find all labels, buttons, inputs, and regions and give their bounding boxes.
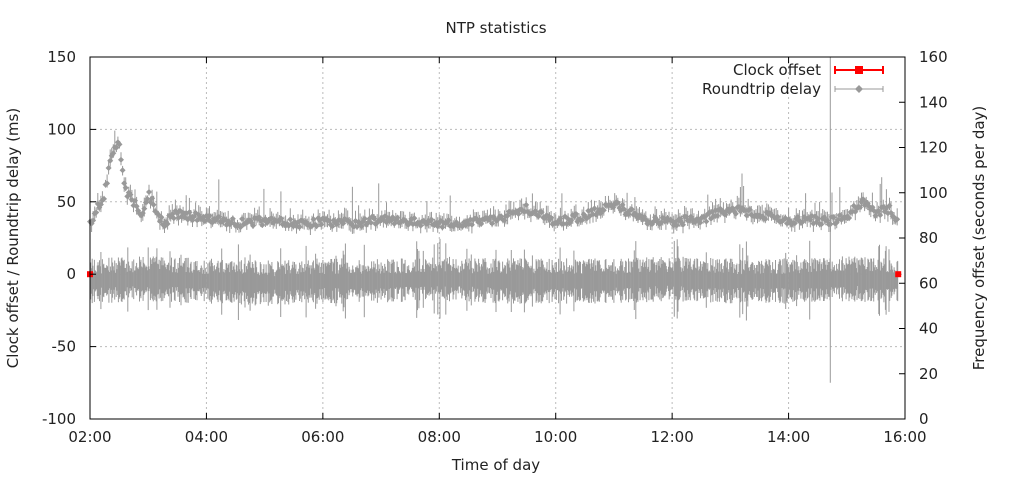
roundtrip-delay-point (144, 196, 151, 202)
x-tick-label: 06:00 (301, 428, 344, 446)
y-tick-label-right: 20 (919, 365, 938, 383)
roundtrip-delay-point (116, 141, 123, 148)
roundtrip-delay-point (239, 215, 246, 222)
x-axis-label: Time of day (451, 456, 540, 474)
y-tick-label-right: 60 (919, 274, 938, 292)
roundtrip-delay-point (579, 217, 586, 224)
y-tick-label-right: 0 (919, 410, 929, 428)
roundtrip-delay-point (164, 220, 171, 227)
roundtrip-delay-point (122, 184, 129, 191)
grid (90, 57, 905, 419)
roundtrip-delay-point (93, 209, 100, 216)
roundtrip-delay-point (411, 215, 418, 222)
roundtrip-delay-point (361, 215, 368, 222)
y-tick-label-right: 140 (919, 93, 948, 111)
roundtrip-delay-point (732, 210, 739, 217)
clock-offset-point (895, 271, 902, 278)
roundtrip-delay-point (259, 222, 266, 228)
x-tick-label: 12:00 (651, 428, 694, 446)
y-axis-label-left: Clock offset / Roundtrip delay (ms) (4, 108, 22, 368)
y-tick-label-left: 150 (47, 48, 76, 66)
y-tick-label-right: 160 (919, 48, 948, 66)
y-tick-label-right: 40 (919, 320, 938, 338)
roundtrip-delay-point (523, 201, 530, 208)
roundtrip-delay-point (591, 205, 598, 212)
ticks: 02:00 04:00 06:00 08:00 10:00 12:00 14:00 16:00… (42, 48, 948, 446)
y-tick-label-right: 120 (919, 139, 948, 157)
y-tick-label-left: -100 (42, 410, 76, 428)
roundtrip-delay-point (877, 212, 884, 219)
roundtrip-delay-point (141, 205, 148, 212)
y-tick-label-left: -50 (52, 338, 77, 356)
roundtrip-delay-point (680, 221, 686, 228)
roundtrip-delay-point (118, 156, 124, 163)
roundtrip-delay-point (703, 218, 710, 225)
legend-label-roundtrip-delay: Roundtrip delay (702, 80, 821, 98)
x-tick-label: 14:00 (767, 428, 810, 446)
y-axis-label-right: Frequency offset (seconds per day) (970, 106, 988, 371)
y-tick-label-right: 80 (919, 229, 938, 247)
roundtrip-delay-point (894, 216, 901, 223)
roundtrip-delay-point (119, 167, 126, 174)
x-tick-label: 08:00 (418, 428, 461, 446)
roundtrip-delay-point (600, 207, 607, 214)
roundtrip-delay-point (170, 215, 177, 222)
plot-frame (89, 56, 906, 420)
x-tick-label: 16:00 (883, 428, 926, 446)
legend-label-clock-offset: Clock offset (733, 61, 821, 79)
data-marks (87, 57, 902, 383)
roundtrip-delay-point (146, 189, 152, 195)
roundtrip-delay-point (104, 180, 111, 187)
chart-title: NTP statistics (445, 19, 546, 37)
x-tick-label: 04:00 (185, 428, 228, 446)
y-tick-label-right: 100 (919, 184, 948, 202)
roundtrip-delay-point (150, 201, 157, 208)
x-tick-label: 10:00 (534, 428, 577, 446)
roundtrip-delay-point (287, 216, 294, 223)
x-tick-label: 02:00 (68, 428, 111, 446)
y-tick-label-left: 0 (66, 265, 76, 283)
y-tick-label-left: 100 (47, 120, 76, 138)
legend-marker-roundtrip-delay (855, 85, 863, 93)
roundtrip-delay-point (368, 219, 374, 226)
y-tick-label-left: 50 (57, 193, 76, 211)
roundtrip-delay-point (846, 215, 853, 221)
roundtrip-delay-point (101, 195, 107, 202)
legend-marker-clock-offset (855, 66, 863, 74)
